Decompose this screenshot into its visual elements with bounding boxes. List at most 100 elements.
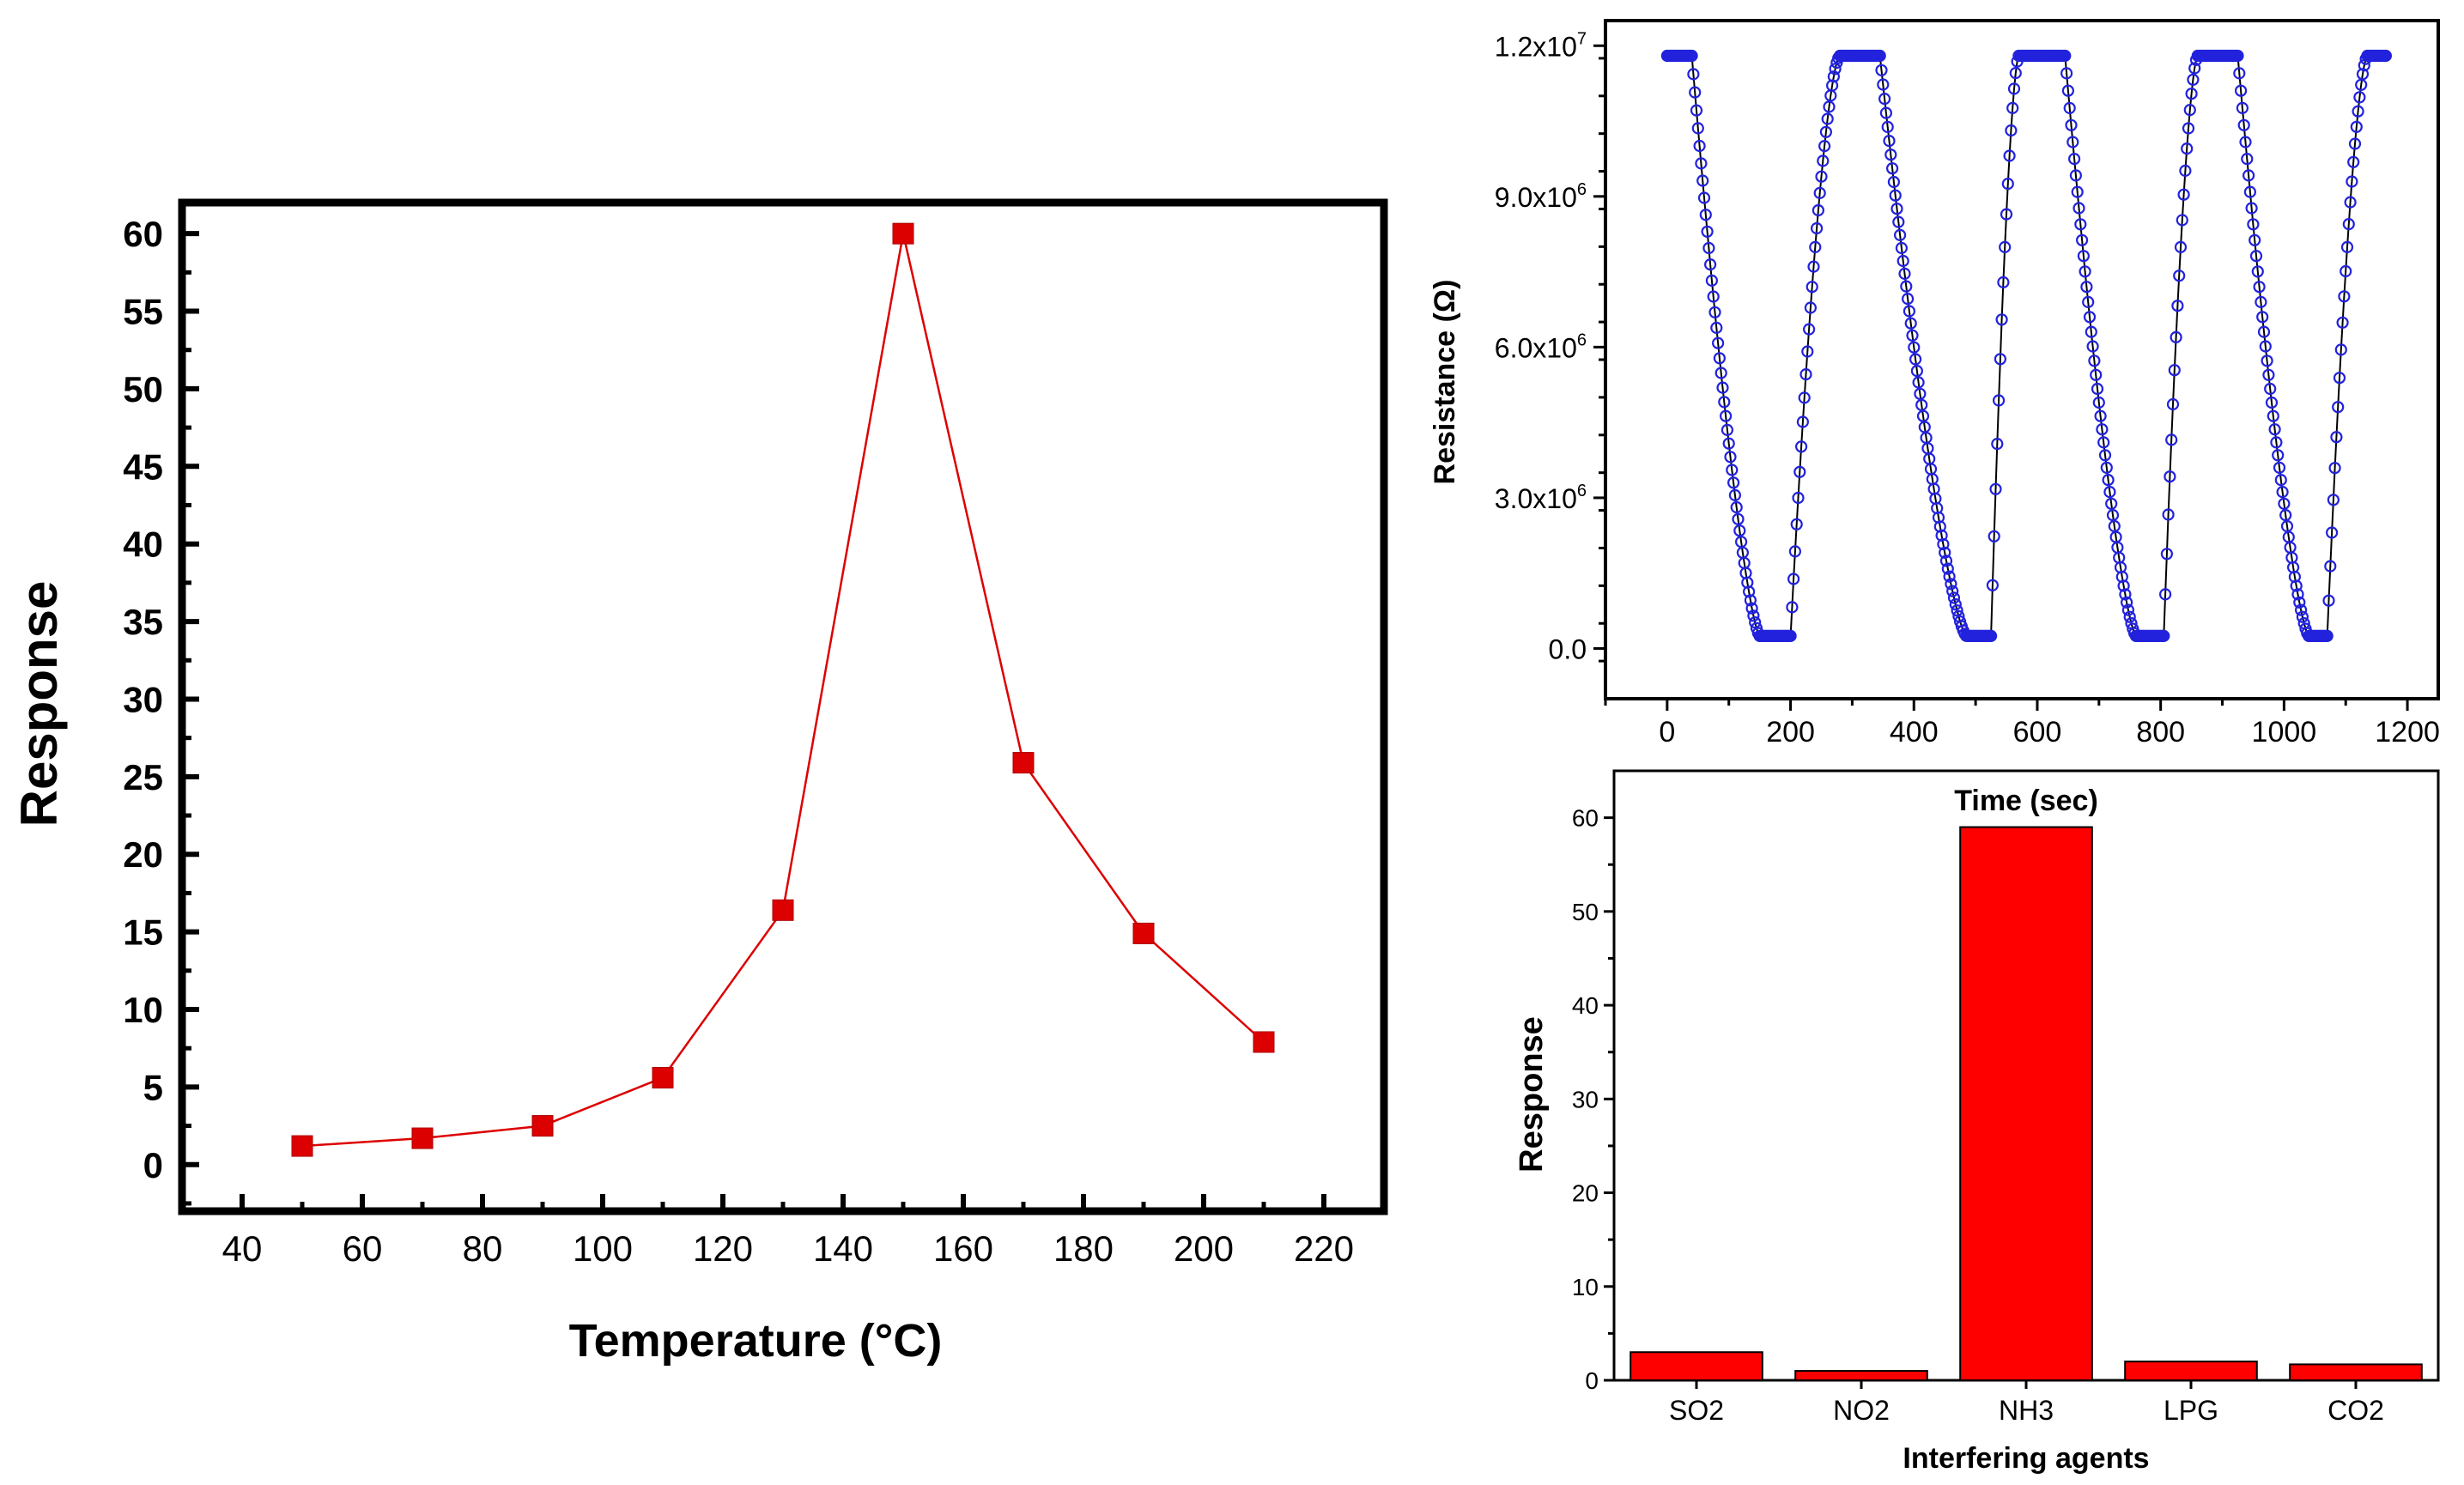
c2-x-tick-label: 1200	[2375, 716, 2440, 749]
c2-data-point	[1904, 317, 1917, 330]
c2-data-point	[1707, 290, 1720, 303]
c2-data-point	[2350, 120, 2363, 133]
c2-data-point	[2338, 290, 2351, 303]
c2-data-point	[2065, 118, 2078, 131]
c1-data-point	[1132, 922, 1155, 944]
c2-data-point	[2237, 118, 2250, 131]
c1-y-tick-label: 20	[123, 834, 163, 875]
c2-data-point	[2006, 101, 2019, 115]
c2-data-point	[2239, 136, 2252, 148]
c3-x-tick-label: NH3	[1999, 1395, 2054, 1426]
c2-data-point	[2293, 596, 2306, 609]
c2-data-point	[2080, 281, 2093, 294]
c2-data-point	[2102, 473, 2115, 487]
c2-data-point	[1933, 520, 1946, 533]
c2-data-point	[1803, 323, 1816, 336]
c2-data-point	[1878, 92, 1891, 106]
c2-data-point	[1890, 203, 1903, 215]
c1-x-axis-label: Temperature (°C)	[569, 1315, 943, 1367]
c2-data-point	[2235, 84, 2248, 97]
c2-data-point	[2327, 494, 2340, 506]
c2-data-point	[1892, 215, 1905, 228]
c2-data-point	[1883, 135, 1896, 148]
c2-data-point	[1935, 529, 1948, 542]
c2-data-point	[1908, 341, 1921, 354]
c2-data-point	[2270, 436, 2283, 449]
c2-data-point	[2060, 67, 2073, 80]
c3-y-tick-label: 60	[1572, 805, 1599, 832]
c1-axes: 40 60 80 100 120 140 160 180 200 220 0 5 10 15 20 25 30 3…	[123, 214, 1387, 1269]
c2-y-tick-label: 0.0	[1549, 633, 1587, 664]
c2-data-point	[2117, 579, 2130, 592]
c2-data-point	[1877, 78, 1890, 91]
c2-data-point	[2278, 497, 2291, 510]
c2-data-point	[1945, 578, 1957, 591]
c2-data-point	[2265, 396, 2279, 409]
c2-data-point	[2291, 588, 2304, 601]
c3-y-axis-label: Response	[1514, 1016, 1550, 1173]
c2-data-point	[1889, 189, 1902, 202]
c1-x-tick-label: 40	[222, 1228, 263, 1269]
c2-data-point	[1881, 120, 1894, 133]
c2-data-point	[2253, 281, 2266, 294]
c2-data-point	[2251, 265, 2264, 278]
c3-y-tick-label: 10	[1572, 1274, 1599, 1300]
c2-data-point	[1726, 464, 1739, 476]
c2-data-point	[1713, 352, 1727, 365]
c2-y-tick-label: 6.0x106	[1495, 330, 1587, 363]
c1-y-tick-label: 55	[123, 292, 163, 332]
c2-data-point	[2007, 82, 2021, 95]
c2-data-point	[2182, 122, 2195, 135]
c2-data-point	[2296, 610, 2309, 623]
c2-data-point	[1912, 376, 1925, 389]
c2-data-point	[2115, 570, 2128, 584]
c2-data-point	[2188, 62, 2201, 75]
c2-data-point	[2259, 340, 2272, 353]
c2-data-point	[1986, 579, 1999, 591]
c2-data-point	[2249, 250, 2263, 263]
c2-data-point	[2272, 449, 2285, 462]
c1-x-tick-label: 100	[573, 1228, 633, 1269]
c2-data-point	[2097, 436, 2110, 449]
c2-data-point	[1819, 125, 1832, 138]
c1-y-axis-label: Response	[10, 581, 68, 827]
c2-data-point	[2243, 185, 2256, 198]
c2-data-point	[1793, 465, 1806, 478]
c1-data-point	[411, 1127, 434, 1149]
c2-data-point	[2290, 579, 2303, 592]
c2-data-point	[1710, 321, 1723, 334]
c3-bar	[1630, 1351, 1763, 1381]
c2-data-point	[1786, 601, 1799, 614]
c3-x-axis-label: Interfering agents	[1903, 1442, 2149, 1475]
c2-y-axis-label: Resistance (Ω)	[1429, 280, 1461, 485]
c2-data-point	[1909, 353, 1922, 366]
c2-data-point	[2242, 169, 2255, 182]
c2-data-point	[2090, 368, 2103, 381]
c2-data-point	[2063, 101, 2076, 115]
c2-data-point	[1790, 518, 1803, 530]
c2-data-point	[2330, 431, 2343, 444]
c2-data-point	[2121, 596, 2133, 609]
c2-data-point	[1799, 368, 1812, 381]
c2-data-point	[2077, 250, 2090, 263]
c2-data-point	[2005, 124, 2018, 137]
c2-data-point	[2073, 202, 2085, 215]
c2-data-point	[2231, 49, 2244, 63]
c2-data-point	[1697, 191, 1711, 204]
c2-data-point	[1903, 305, 1915, 318]
c2-data-point	[2288, 570, 2301, 584]
c2-data-point	[2233, 67, 2246, 80]
c1-x-tick-label: 160	[933, 1228, 993, 1269]
c2-data-point	[1821, 112, 1834, 125]
c2-data-point	[2279, 508, 2292, 522]
c2-x-tick-label: 800	[2136, 716, 2185, 749]
c2-data-point	[2181, 142, 2194, 155]
c3-y-tick-label: 30	[1572, 1086, 1599, 1112]
c2-axes: 0 200 400 600 800 1000 1200 0.0 3.0x106 6.0x106 9.…	[1495, 29, 2440, 749]
c3-x-tick-label: CO2	[2327, 1395, 2384, 1426]
c2-data-point	[1787, 573, 1800, 585]
c2-data-point	[2346, 175, 2358, 188]
c2-series-line	[1666, 55, 2386, 637]
c1-data-point	[291, 1135, 313, 1157]
c2-data-point	[1993, 394, 2006, 407]
